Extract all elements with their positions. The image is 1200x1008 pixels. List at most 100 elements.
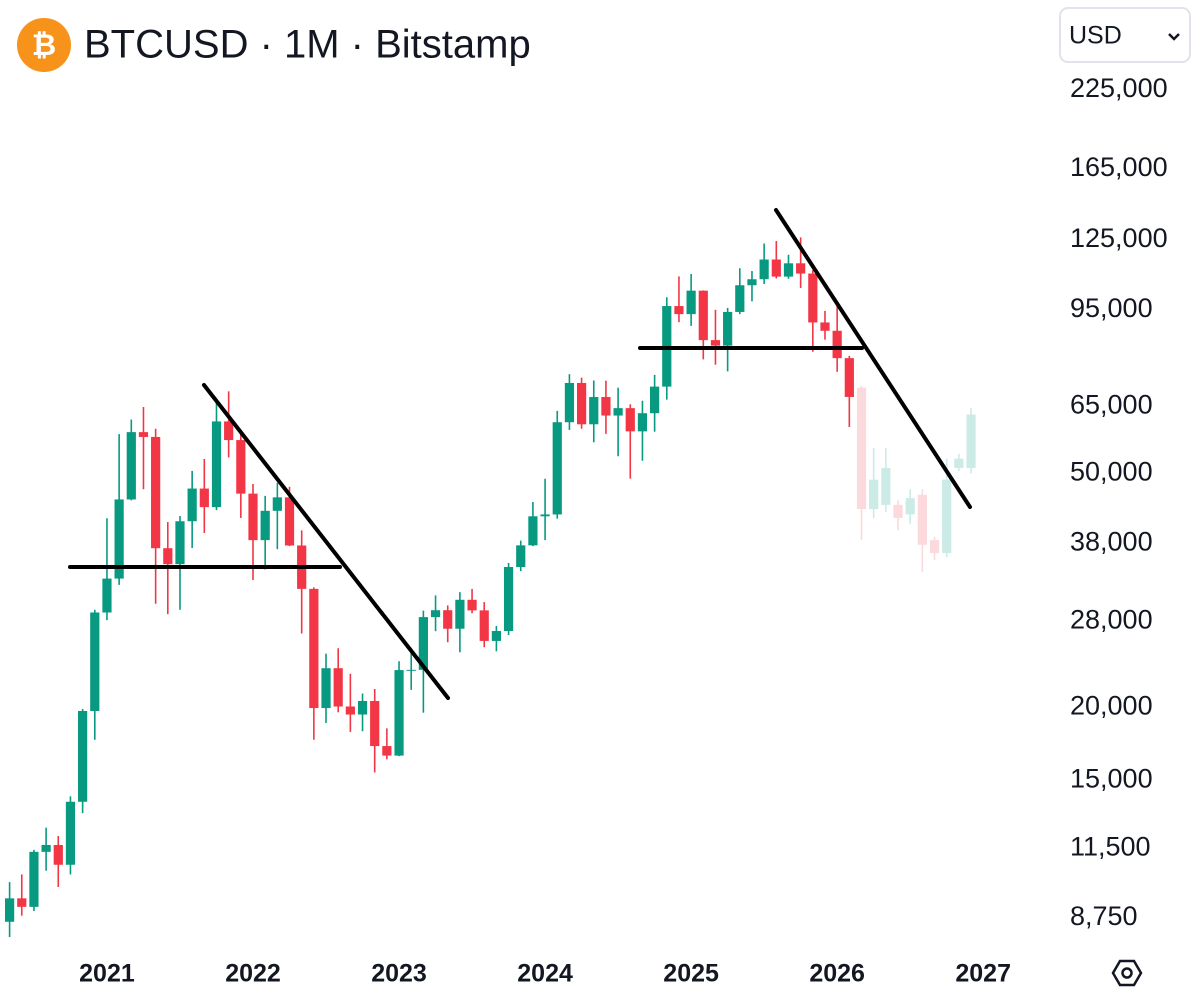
trend-lines [68,208,972,700]
candle-body [637,413,648,432]
candle-body [759,259,769,280]
candle-body [856,387,867,509]
candle-body [954,458,964,468]
candle-body [552,422,562,515]
y-tick-label: 95,000 [1070,293,1153,323]
chart-title: BTCUSD · 1M · Bitstamp [84,23,531,67]
candle-body [370,700,380,747]
candle-body [540,514,550,517]
y-tick-label: 15,000 [1070,764,1153,794]
candle-body [284,497,295,546]
candle-body [601,397,611,416]
candle-body [382,746,392,756]
candle-body [455,599,465,629]
candle-body [723,311,733,346]
candle-body [905,498,915,515]
candle-body [187,488,197,522]
candle-body [710,340,721,346]
candle-body [650,386,660,414]
candle-body [808,273,818,323]
x-tick-label: 2025 [663,960,719,988]
x-tick-label: 2026 [809,960,865,988]
candle-body [844,358,854,397]
candle-body [236,440,246,494]
candle-body [771,259,781,277]
candle-body [309,588,319,709]
y-tick-label: 225,000 [1070,73,1168,103]
trend-line [774,208,972,509]
candle-body [467,599,477,611]
candle-body [674,306,684,315]
currency-label: USD [1069,22,1122,50]
candle-body [29,851,39,907]
candle-body [929,540,940,554]
candle-body [90,612,100,712]
candle-body [881,467,891,505]
candle-body [138,432,149,437]
svg-text:₿: ₿ [32,29,56,62]
x-tick-label: 2021 [79,960,135,988]
candle-body [175,521,185,565]
x-tick-label: 2022 [225,960,281,988]
candle-body [418,617,428,670]
candle-body [430,610,441,618]
candle-body [735,285,745,312]
y-tick-label: 50,000 [1070,457,1153,487]
candle-body [966,414,976,468]
candle-body [272,497,282,511]
candle-body [564,382,575,423]
candle-body [869,479,879,509]
candle-body [698,290,708,341]
candle-body [114,499,124,579]
x-tick-label: 2023 [371,960,427,988]
candle-body [796,263,806,274]
candle-body [589,397,599,425]
candle-body [832,330,842,359]
settings-button[interactable] [1111,959,1143,987]
candle-body [321,668,331,709]
candle-body [224,421,234,441]
symbol-icon: ₿ [17,18,71,72]
candle-body [820,322,830,331]
candle-body [357,700,368,715]
candle-body [41,844,51,852]
y-tick-label: 11,500 [1070,831,1151,861]
y-tick-label: 20,000 [1070,690,1153,720]
candle-body [333,668,343,707]
candle-body [942,479,952,554]
y-tick-label: 65,000 [1070,390,1153,420]
candle-body [126,432,136,500]
candle-body [491,630,501,641]
plot-area: 225,000 165,000 125,000 95,000 65,000 50,000 3… [5,73,1168,988]
candle-body [917,494,927,545]
candle-body [686,290,696,315]
currency-dropdown[interactable]: USD [1059,7,1191,63]
candle-body [248,493,258,541]
candle-body [503,567,514,631]
candle-body [783,263,794,277]
candle-body [345,706,355,715]
candle-body [53,844,63,865]
candle-body [443,610,453,629]
candle-body [102,578,112,613]
y-tick-label: 125,000 [1070,223,1168,253]
candle-body [613,408,623,416]
y-tick-label: 38,000 [1070,527,1153,557]
trend-line [202,383,450,700]
x-tick-label: 2024 [517,960,573,988]
candle-body [747,279,757,286]
x-tick-label: 2027 [955,960,1011,988]
candle-body [17,898,27,907]
candle-body [394,670,404,756]
y-tick-label: 8,750 [1070,901,1138,931]
candle-body [516,545,526,568]
candle-body [5,898,15,922]
y-tick-label: 165,000 [1070,152,1168,182]
candle-body [78,711,88,802]
candle-body [893,504,903,518]
candle-body [163,548,173,565]
candle-body [211,421,222,508]
candle-body [479,610,489,641]
